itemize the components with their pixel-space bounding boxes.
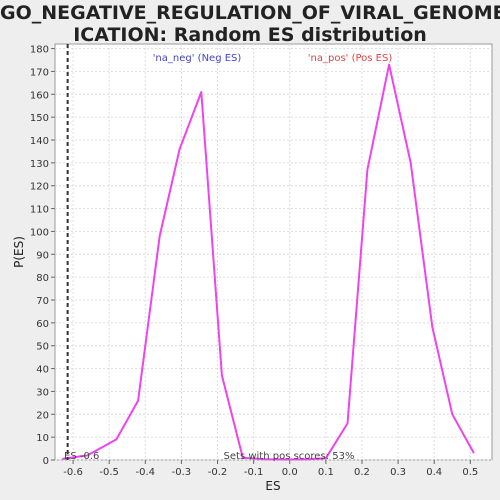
chart-title-line-2: ICATION: Random ES distribution — [73, 24, 427, 46]
plot-area — [54, 43, 493, 461]
x-tick-label: -0.6 — [63, 467, 83, 478]
x-tick-label: 0.5 — [462, 467, 478, 478]
x-tick-label: 0.4 — [426, 467, 442, 478]
x-tick-label: 0.1 — [318, 467, 334, 478]
chart-title-line-1: GO_NEGATIVE_REGULATION_OF_VIRAL_GENOME_R… — [0, 2, 500, 24]
x-axis-label: ES — [265, 479, 280, 493]
x-tick-label: 0.2 — [354, 467, 370, 478]
neg-series-label: 'na_neg' (Neg ES) — [153, 53, 242, 64]
y-axis-label: P(ES) — [12, 236, 26, 268]
series-layer — [62, 63, 475, 461]
y-tick-label: 10 — [36, 433, 49, 444]
y-tick-label: 0 — [43, 456, 49, 467]
x-tick-label: 0.3 — [390, 467, 406, 478]
x-tick-label: -0.4 — [136, 467, 156, 478]
y-tick-label: 20 — [36, 410, 49, 421]
y-tick-label: 170 — [30, 67, 49, 78]
y-tick-label: 150 — [30, 113, 49, 124]
grid-lines — [55, 44, 492, 461]
es-marker-label: ES -0.6 — [64, 451, 99, 462]
x-tick-label: 0.0 — [282, 467, 298, 478]
pos-scores-annotation: Sets with pos scores: 53% — [224, 451, 355, 462]
x-tick-label: -0.1 — [244, 467, 264, 478]
x-tick-label: -0.3 — [172, 467, 192, 478]
y-tick-label: 80 — [36, 273, 49, 284]
y-tick-label: 90 — [36, 250, 49, 261]
y-axis-ticks: 0 10 20 30 40 50 60 70 80 90 100 110 120 130 140 150 160… — [30, 45, 55, 467]
y-tick-label: 130 — [30, 159, 49, 170]
y-tick-label: 100 — [30, 227, 49, 238]
x-tick-label: -0.2 — [208, 467, 228, 478]
y-tick-label: 70 — [36, 296, 49, 307]
distribution-line — [62, 63, 475, 461]
pos-series-label: 'na_pos' (Pos ES) — [308, 53, 393, 64]
y-tick-label: 60 — [36, 319, 49, 330]
y-tick-label: 40 — [36, 365, 49, 376]
y-tick-label: 120 — [30, 182, 49, 193]
chart-title: GO_NEGATIVE_REGULATION_OF_VIRAL_GENOME_R… — [0, 2, 500, 46]
y-tick-label: 50 — [36, 342, 49, 353]
y-tick-label: 110 — [30, 205, 49, 216]
x-tick-label: -0.5 — [99, 467, 119, 478]
y-tick-label: 160 — [30, 90, 49, 101]
x-axis-ticks: -0.6 -0.5 -0.4 -0.3 -0.2 -0.1 0.0 0.1 0.2 0.3 0.4 0… — [63, 460, 478, 478]
y-tick-label: 140 — [30, 136, 49, 147]
y-tick-label: 30 — [36, 387, 49, 398]
y-tick-label: 180 — [30, 45, 49, 56]
